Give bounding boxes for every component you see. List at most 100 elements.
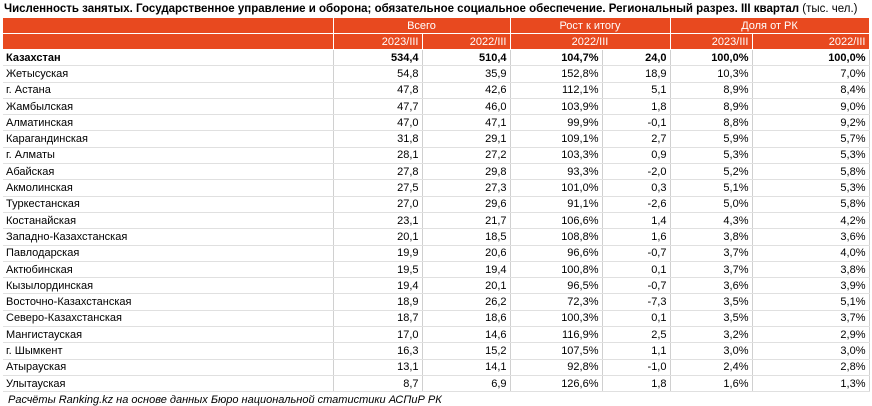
value-cell-growth_pct: 99,9% <box>510 114 603 132</box>
value-cell-growth_abs: 0,1 <box>602 261 671 279</box>
value-cell-share2023: 3,6% <box>670 277 753 295</box>
value-cell-v2023: 18,9 <box>333 293 423 311</box>
value-cell-growth_abs: 1,8 <box>602 98 671 116</box>
value-cell-share2023: 5,3% <box>670 147 753 165</box>
value-cell-growth_abs: 2,7 <box>602 130 671 148</box>
value-cell-share2023: 3,0% <box>670 342 753 360</box>
value-cell-v2023: 27,8 <box>333 163 423 181</box>
value-cell-share2022: 3,7% <box>752 310 870 328</box>
value-cell-share2022: 5,3% <box>752 147 870 165</box>
table-row: Восточно-Казахстанская 18,9 26,2 72,3% -7,3 3… <box>3 293 870 311</box>
value-cell-v2022: 46,0 <box>422 98 511 116</box>
value-cell-v2022: 20,6 <box>422 245 511 262</box>
header-sub-row: 2023/III 2022/III 2022/III 2023/III 2022… <box>3 33 870 50</box>
value-cell-v2022: 14,6 <box>422 326 511 344</box>
value-cell-share2023: 8,9% <box>670 98 753 116</box>
table-row: Абайская 27,8 29,8 93,3% -2,0 5,2% 5,8% <box>3 163 870 181</box>
value-cell-share2022: 4,2% <box>752 212 870 230</box>
header-region-blank-2 <box>3 33 334 50</box>
value-cell-share2023: 5,0% <box>670 196 753 213</box>
table-row: Павлодарская 19,9 20,6 96,6% -0,7 3,7% 4,0% <box>3 245 870 262</box>
value-cell-growth_abs: 0,9 <box>602 147 671 165</box>
value-cell-share2023: 4,3% <box>670 212 753 230</box>
header-total-2023: 2023/III <box>333 33 423 50</box>
region-cell: Улытауская <box>3 375 334 393</box>
value-cell-v2023: 13,1 <box>333 359 423 376</box>
value-cell-v2022: 47,1 <box>422 114 511 132</box>
header-region-blank <box>3 18 334 34</box>
value-cell-growth_abs: -0,7 <box>602 277 671 295</box>
value-cell-growth_pct: 100,8% <box>510 261 603 279</box>
value-cell-share2022: 1,3% <box>752 375 870 393</box>
region-cell: Казахстан <box>3 49 334 67</box>
value-cell-v2022: 15,2 <box>422 342 511 360</box>
value-cell-growth_abs: -2,6 <box>602 196 671 213</box>
value-cell-growth_pct: 108,8% <box>510 228 603 246</box>
value-cell-share2023: 3,7% <box>670 245 753 262</box>
value-cell-growth_abs: -0,1 <box>602 114 671 132</box>
value-cell-share2022: 2,9% <box>752 326 870 344</box>
value-cell-v2023: 19,9 <box>333 245 423 262</box>
value-cell-share2023: 10,3% <box>670 65 753 83</box>
value-cell-v2023: 27,5 <box>333 179 423 197</box>
value-cell-v2022: 35,9 <box>422 65 511 83</box>
value-cell-v2023: 28,1 <box>333 147 423 165</box>
value-cell-growth_abs: 1,1 <box>602 342 671 360</box>
value-cell-share2022: 2,8% <box>752 359 870 376</box>
table-row: г. Астана 47,8 42,6 112,1% 5,1 8,9% 8,4% <box>3 82 870 99</box>
header-growth-2022: 2022/III <box>510 33 671 50</box>
value-cell-v2022: 18,6 <box>422 310 511 328</box>
region-cell: Павлодарская <box>3 245 334 262</box>
value-cell-growth_pct: 101,0% <box>510 179 603 197</box>
table-row: Актюбинская 19,5 19,4 100,8% 0,1 3,7% 3,8% <box>3 261 870 279</box>
value-cell-v2023: 54,8 <box>333 65 423 83</box>
value-cell-growth_pct: 100,3% <box>510 310 603 328</box>
header-share-2023: 2023/III <box>670 33 753 50</box>
table-row: Акмолинская 27,5 27,3 101,0% 0,3 5,1% 5,3% <box>3 179 870 197</box>
value-cell-v2023: 23,1 <box>333 212 423 230</box>
header-group-growth: Рост к итогу <box>510 18 671 34</box>
value-cell-v2022: 29,8 <box>422 163 511 181</box>
region-cell: Акмолинская <box>3 179 334 197</box>
table-row: Алматинская 47,0 47,1 99,9% -0,1 8,8% 9,2% <box>3 114 870 132</box>
header-total-2022: 2022/III <box>422 33 511 50</box>
value-cell-share2023: 3,7% <box>670 261 753 279</box>
value-cell-share2022: 8,4% <box>752 82 870 99</box>
region-cell: Костанайская <box>3 212 334 230</box>
value-cell-share2023: 2,4% <box>670 359 753 376</box>
value-cell-growth_abs: 1,6 <box>602 228 671 246</box>
region-cell: Восточно-Казахстанская <box>3 293 334 311</box>
value-cell-growth_pct: 103,3% <box>510 147 603 165</box>
value-cell-v2023: 20,1 <box>333 228 423 246</box>
value-cell-share2023: 8,8% <box>670 114 753 132</box>
value-cell-growth_pct: 126,6% <box>510 375 603 393</box>
value-cell-share2022: 9,0% <box>752 98 870 116</box>
table-row: Северо-Казахстанская 18,7 18,6 100,3% 0,1 3,5… <box>3 310 870 328</box>
value-cell-growth_abs: 0,1 <box>602 310 671 328</box>
region-cell: Жетысуская <box>3 65 334 83</box>
value-cell-growth_pct: 96,5% <box>510 277 603 295</box>
value-cell-growth_abs: 24,0 <box>602 49 671 67</box>
value-cell-share2023: 3,5% <box>670 310 753 328</box>
value-cell-growth_pct: 106,6% <box>510 212 603 230</box>
table-title-unit: (тыс. чел.) <box>799 3 858 15</box>
value-cell-v2022: 18,5 <box>422 228 511 246</box>
region-cell: Северо-Казахстанская <box>3 310 334 328</box>
table-row: г. Алматы 28,1 27,2 103,3% 0,9 5,3% 5,3% <box>3 147 870 165</box>
value-cell-share2023: 5,1% <box>670 179 753 197</box>
value-cell-share2023: 1,6% <box>670 375 753 393</box>
value-cell-growth_pct: 103,9% <box>510 98 603 116</box>
value-cell-share2022: 9,2% <box>752 114 870 132</box>
value-cell-share2022: 5,1% <box>752 293 870 311</box>
table-title-main: Численность занятых. Государственное упр… <box>4 3 800 15</box>
value-cell-growth_abs: 2,5 <box>602 326 671 344</box>
value-cell-growth_abs: -0,7 <box>602 245 671 262</box>
value-cell-growth_pct: 72,3% <box>510 293 603 311</box>
value-cell-share2023: 3,8% <box>670 228 753 246</box>
table-row: Костанайская 23,1 21,7 106,6% 1,4 4,3% 4,2% <box>3 212 870 230</box>
value-cell-v2023: 534,4 <box>333 49 423 67</box>
region-cell: г. Шымкент <box>3 342 334 360</box>
value-cell-v2023: 18,7 <box>333 310 423 328</box>
value-cell-v2022: 20,1 <box>422 277 511 295</box>
region-cell: Мангистауская <box>3 326 334 344</box>
